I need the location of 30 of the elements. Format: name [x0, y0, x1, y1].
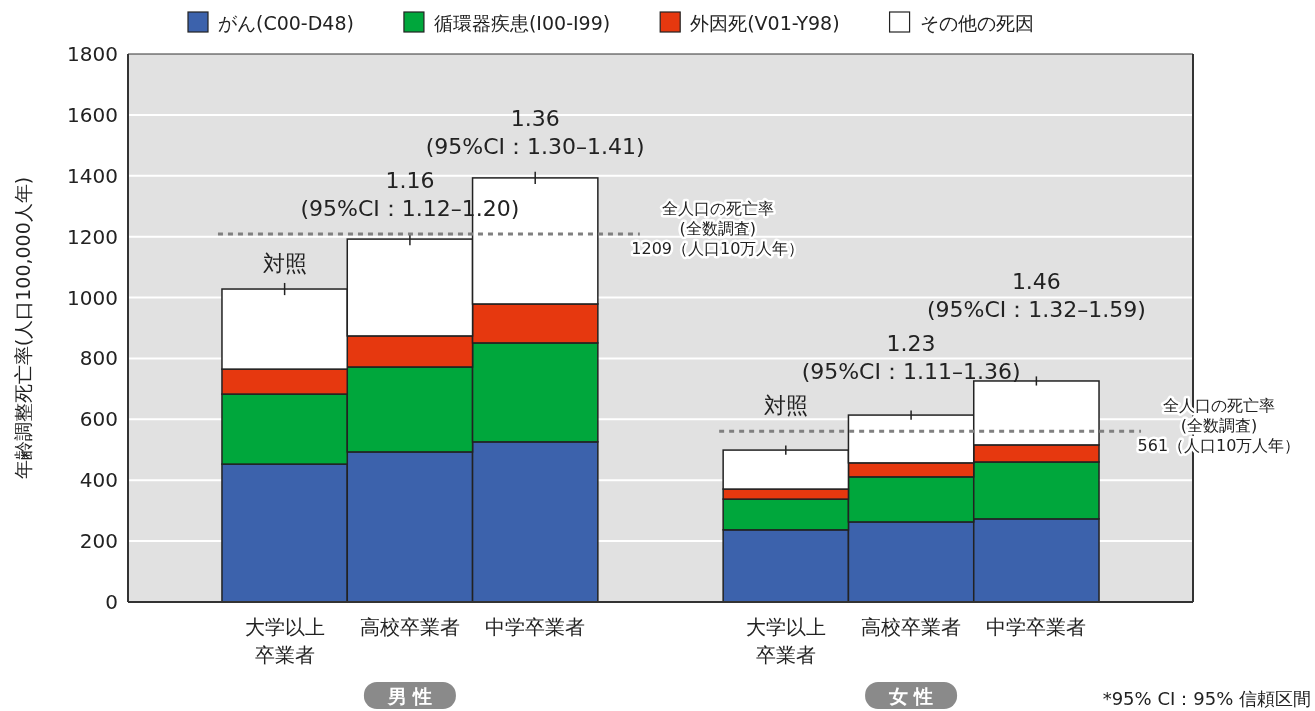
- y-tick-label: 600: [79, 407, 118, 432]
- y-tick-label: 1400: [67, 163, 118, 188]
- x-tick-label: 中学卒業者: [485, 615, 586, 639]
- x-tick-label: 大学以上卒業者: [244, 615, 325, 667]
- x-tick-label: 中学卒業者: [986, 615, 1087, 639]
- text: 男 性: [386, 685, 433, 707]
- y-tick-label: 1200: [67, 224, 118, 249]
- text: *95% CI：95% 信頼区間: [1102, 688, 1311, 709]
- annotation: 対照: [262, 250, 307, 276]
- y-tick-label: 400: [79, 468, 118, 493]
- x-tick-label: 高校卒業者: [359, 615, 460, 639]
- x-tick-label: 高校卒業者: [861, 615, 962, 639]
- legend-label: 外因死(V01-Y98): [690, 12, 840, 34]
- y-tick-label: 200: [79, 529, 118, 554]
- y-axis-title: 年齢調整死亡率(人口100,000人年): [12, 176, 34, 480]
- y-tick-label: 0: [105, 590, 118, 614]
- annotation: 1.36 (95%CI：1.30–1.41): [425, 105, 645, 159]
- y-tick-label: 1000: [67, 285, 118, 310]
- y-tick-label: 800: [79, 346, 118, 371]
- annotation: 1.23 (95%CI：1.11–1.36): [801, 331, 1021, 385]
- ref-line-label: 全人口の死亡率 (全数調査) 1209（人口10万人年）: [631, 198, 805, 258]
- y-tick-label: 1600: [67, 102, 118, 127]
- x-tick-label: 大学以上卒業者: [745, 615, 826, 667]
- annotation: 1.46 (95%CI：1.32–1.59): [926, 269, 1146, 323]
- annotation: 対照: [763, 393, 808, 419]
- legend-label: その他の死因: [919, 12, 1034, 34]
- y-tick-label: 1800: [67, 42, 118, 66]
- text: 女 性: [887, 685, 934, 707]
- legend-label: がん(C00-D48): [218, 12, 354, 34]
- legend-label: 循環器疾患(I00-I99): [433, 12, 611, 34]
